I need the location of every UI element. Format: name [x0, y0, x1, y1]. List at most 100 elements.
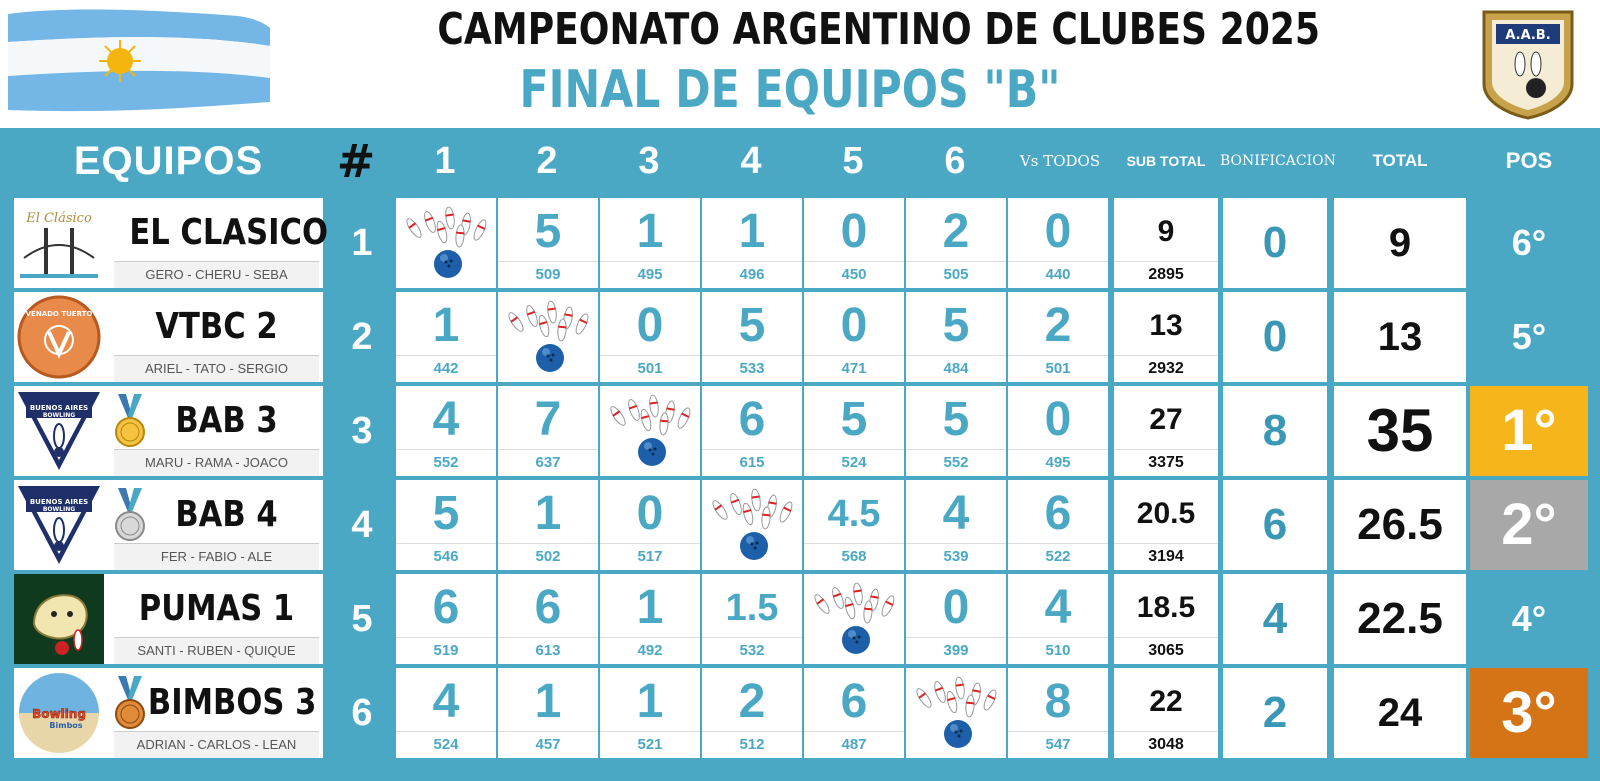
match-pins: 522 — [1008, 543, 1108, 570]
subtotal-points: 13 — [1149, 309, 1183, 342]
match-points: 0 — [840, 205, 868, 258]
match-pins: 502 — [498, 543, 598, 570]
col-header-hash: # — [336, 134, 376, 188]
col-header-vs-todos: Vs TODOS — [1019, 152, 1101, 170]
el-clasico-logo-icon: El Clásico — [14, 198, 104, 288]
team-players: SANTI - RUBEN - QUIQUE — [114, 637, 319, 664]
match-points: 4.5 — [827, 493, 881, 535]
subtotal-cell: 20.5 3194 — [1114, 480, 1218, 570]
bonus-value: 0 — [1223, 198, 1327, 288]
match-points: 4 — [1044, 581, 1072, 634]
col-header-2: 2 — [536, 140, 558, 182]
match-pins: 539 — [906, 543, 1006, 570]
total-value: 26.5 — [1334, 480, 1466, 570]
team-card[interactable]: El Clásico EL CLASICO GERO - CHERU - SEBA — [14, 198, 328, 288]
match-points: 8 — [1044, 675, 1072, 728]
col-header-1: 1 — [434, 140, 456, 182]
match-cell: 1 457 — [498, 668, 598, 758]
match-pins: 547 — [1008, 731, 1108, 758]
match-pins: 533 — [702, 355, 802, 382]
total-value: 35 — [1334, 386, 1466, 476]
team-card[interactable]: VENADO TUERTO VTBC 2 ARIEL - TATO - SERGIO — [14, 292, 323, 382]
match-cell: 4 524 — [396, 668, 496, 758]
vs-todos-cell: 2 501 — [1008, 292, 1108, 382]
match-pins: 615 — [702, 449, 802, 476]
subtotal-pins: 3375 — [1114, 449, 1218, 476]
match-points: 0 — [636, 299, 664, 352]
match-points: 5 — [534, 205, 562, 258]
match-cell: 5 533 — [702, 292, 802, 382]
match-cell: 1 495 — [600, 198, 700, 288]
match-cell: 2 512 — [702, 668, 802, 758]
team-card[interactable]: PUMAS 1 SANTI - RUBEN - QUIQUE — [14, 574, 323, 664]
subtotal-cell: 18.5 3065 — [1114, 574, 1218, 664]
match-cell — [906, 668, 1006, 758]
match-pins: 517 — [600, 543, 700, 570]
svg-text:Bowling: Bowling — [32, 707, 86, 721]
team-name: VTBC 2 — [155, 306, 278, 347]
team-players: FER - FABIO - ALE — [114, 543, 319, 570]
match-cell: 0 450 — [804, 198, 904, 288]
team-card[interactable]: BUENOS AIRES BOWLING BAB 3 MARU - RAMA - JO… — [14, 386, 323, 476]
match-cell: 5 524 — [804, 386, 904, 476]
match-pins: 552 — [906, 449, 1006, 476]
bowling-pins-icon — [610, 394, 691, 466]
match-cell: 0 399 — [906, 574, 1006, 664]
match-cell: 6 615 — [702, 386, 802, 476]
match-pins: 568 — [804, 543, 904, 570]
vs-todos-cell: 8 547 — [1008, 668, 1108, 758]
match-cell: 0 471 — [804, 292, 904, 382]
match-pins: 457 — [498, 731, 598, 758]
subtotal-points: 9 — [1157, 215, 1175, 248]
match-points: 1.5 — [725, 587, 779, 629]
match-pins: 637 — [498, 449, 598, 476]
match-pins: 509 — [498, 261, 598, 288]
bonus-value: 8 — [1223, 386, 1327, 476]
match-points: 5 — [942, 299, 970, 352]
match-points: 1 — [534, 675, 562, 728]
header: CAMPEONATO ARGENTINO DE CLUBES 2025 FINA… — [0, 0, 1600, 128]
col-header-6: 6 — [944, 140, 966, 182]
subtotal-pins: 3065 — [1114, 637, 1218, 664]
match-points: 4 — [942, 487, 970, 540]
match-points: 5 — [432, 487, 460, 540]
subtotal-pins: 2932 — [1114, 355, 1218, 382]
col-header-pos: POS — [1505, 148, 1553, 173]
match-pins: 501 — [600, 355, 700, 382]
match-cell: 6 613 — [498, 574, 598, 664]
match-points: 1 — [636, 581, 664, 634]
match-pins: 546 — [396, 543, 496, 570]
team-players: GERO - CHERU - SEBA — [114, 261, 319, 288]
subtotal-pins: 3048 — [1114, 731, 1218, 758]
team-name: PUMAS 1 — [138, 588, 295, 629]
position-badge: 6° — [1470, 198, 1588, 288]
svg-text:El Clásico: El Clásico — [25, 211, 92, 226]
match-points: 2 — [1044, 299, 1072, 352]
match-points: 6 — [840, 675, 868, 728]
col-header-total: TOTAL — [1372, 151, 1428, 170]
page-subtitle: FINAL DE EQUIPOS "B" — [519, 60, 1061, 120]
team-players: ARIEL - TATO - SERGIO — [114, 355, 319, 382]
match-pins: 484 — [906, 355, 1006, 382]
match-points: 7 — [534, 393, 562, 446]
team-card[interactable]: BUENOS AIRES BOWLING BAB 4 FER - FABIO - AL… — [14, 480, 323, 570]
svg-text:Bimbos: Bimbos — [49, 721, 82, 730]
bowling-pins-icon — [406, 206, 487, 278]
match-points: 1 — [636, 205, 664, 258]
subtotal-cell: 22 3048 — [1114, 668, 1218, 758]
row-number: 2 — [351, 316, 373, 358]
bowling-pins-icon — [916, 676, 997, 748]
svg-text:BOWLING: BOWLING — [43, 412, 75, 419]
bowling-pins-icon — [508, 300, 589, 372]
team-card[interactable]: Bowling Bimbos BIMBOS 3 ADRIAN - CARLOS - L… — [14, 668, 323, 758]
match-pins: 552 — [396, 449, 496, 476]
argentina-flag-icon — [8, 9, 270, 112]
match-cell: 5 546 — [396, 480, 496, 570]
match-points: 4 — [432, 675, 460, 728]
match-points: 1 — [636, 675, 664, 728]
position-badge: 3° — [1470, 668, 1588, 758]
position-badge: 2° — [1470, 480, 1588, 570]
match-pins: 492 — [600, 637, 700, 664]
subtotal-cell: 27 3375 — [1114, 386, 1218, 476]
bonus-value: 2 — [1223, 668, 1327, 758]
